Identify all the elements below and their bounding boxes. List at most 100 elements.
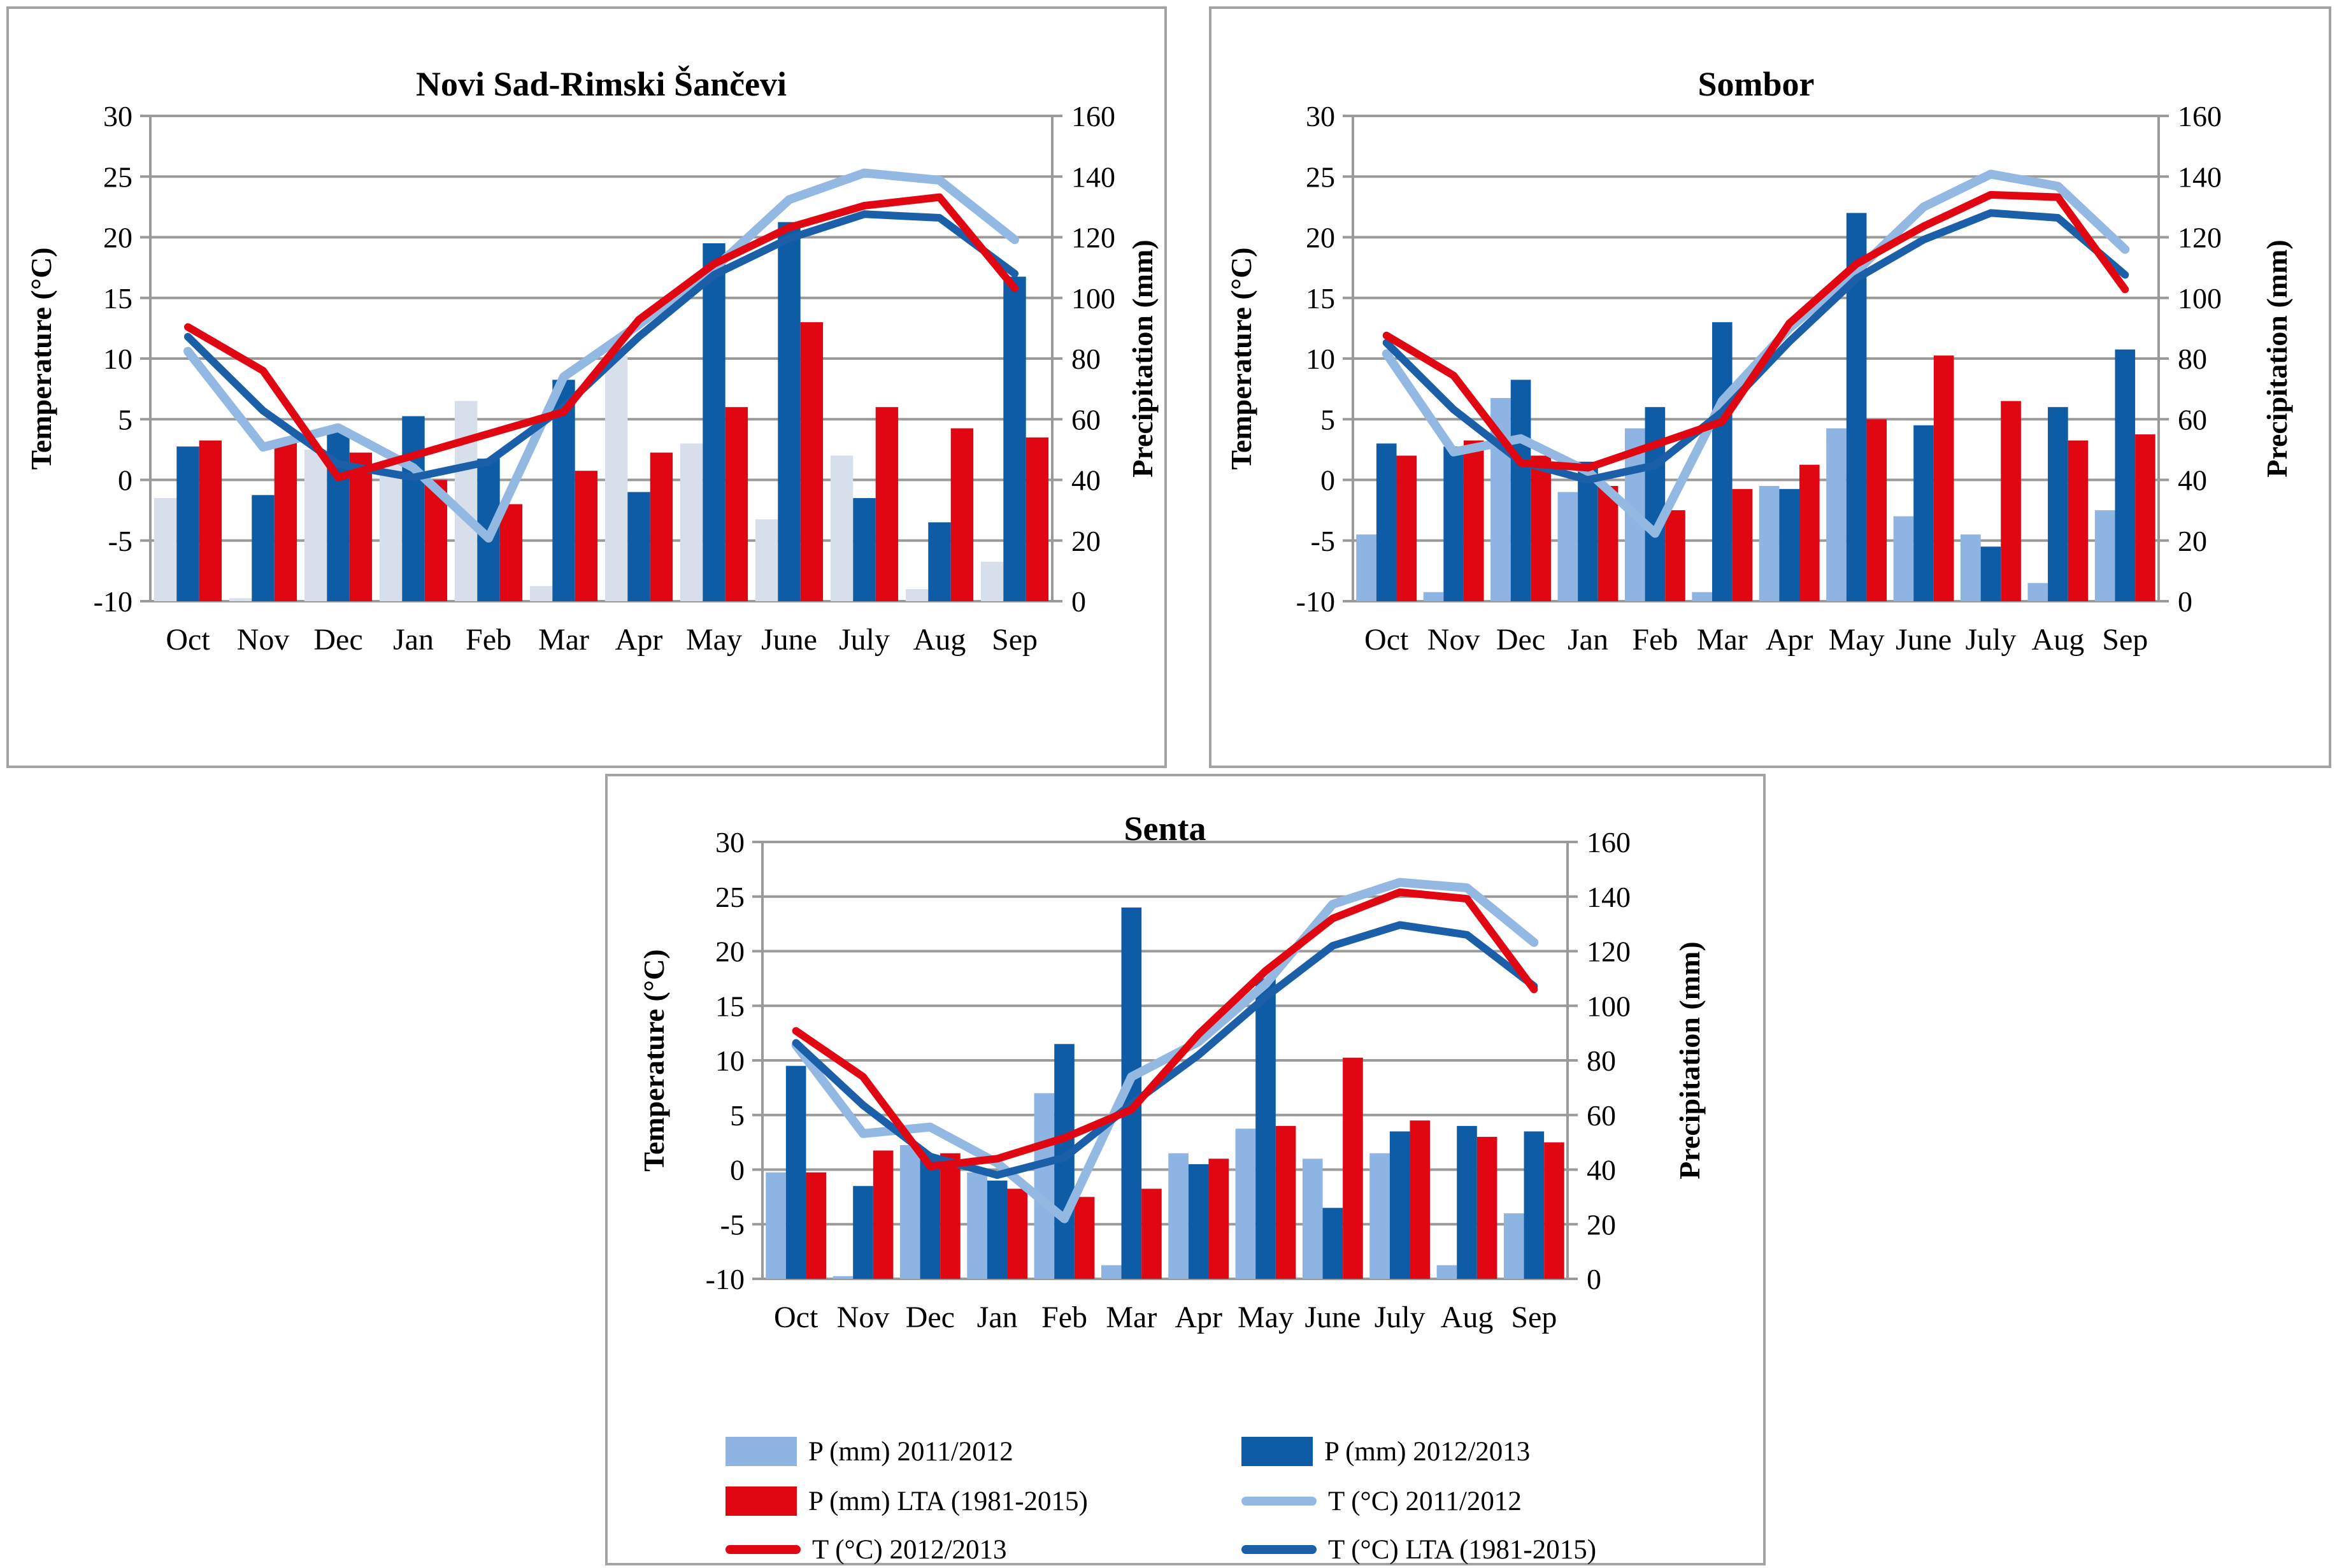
precip-axis-title: Precipitation (mm) [2261, 239, 2293, 477]
precip-bar [853, 1186, 873, 1279]
chart-panel-senta: 30 160 25 140 20 120 15 100 10 80 5 60 0 40 -5 20 -10 0 Oc… [605, 774, 1766, 1565]
precip-bar [2115, 349, 2136, 601]
precip-bar [940, 1153, 961, 1279]
precip-bar [402, 416, 425, 601]
temp-axis-tick-label: -5 [720, 1208, 745, 1241]
temp-axis-tick-label: 25 [103, 160, 132, 193]
chart-svg: 30 160 25 140 20 120 15 100 10 80 5 60 0 40 -5 20 -10 0 Oc… [1225, 65, 2293, 657]
precip-bar [1826, 428, 1847, 601]
temp-line [183, 168, 1019, 543]
legend-item: P (mm) 2011/2012 [725, 1436, 1013, 1467]
month-label: Nov [237, 623, 290, 657]
precip-axis-tick-label: 120 [1587, 936, 1631, 968]
month-label: Feb [466, 623, 511, 657]
temp-axis-tick-label: 0 [1320, 464, 1335, 497]
precip-bar [680, 443, 703, 601]
temp-axis-tick-label: 5 [730, 1099, 745, 1132]
legend-line-swatch-icon [1241, 1545, 1317, 1554]
temp-axis-tick-label: 10 [103, 343, 132, 375]
legend-label: T (°C) 2011/2012 [1328, 1486, 1522, 1516]
precip-axis-tick-label: 100 [2178, 282, 2222, 315]
precip-axis-tick-label: 80 [1071, 343, 1101, 375]
month-label: Dec [1496, 623, 1545, 657]
temp-axis-tick-label: 10 [1306, 343, 1335, 375]
precip-bar [154, 498, 177, 601]
precip-bar [1275, 1125, 1296, 1279]
legend-item: P (mm) LTA (1981-2015) [725, 1486, 1088, 1516]
month-label: Feb [1632, 623, 1678, 657]
precip-bar [575, 471, 598, 601]
month-label: Jan [977, 1301, 1018, 1334]
precip-bar [1557, 492, 1578, 601]
precip-bar [703, 243, 725, 601]
precip-bar [1410, 1120, 1431, 1279]
precip-bar [176, 446, 199, 601]
temp-axis-tick-label: 15 [715, 990, 745, 1022]
precip-bar [2135, 434, 2155, 601]
precip-bar [1961, 534, 1981, 601]
precip-bar [1759, 486, 1780, 601]
month-label: Oct [166, 623, 210, 657]
precip-bar [920, 1156, 941, 1279]
precip-bar [899, 1144, 920, 1279]
month-label: Oct [774, 1301, 818, 1334]
precip-bar [905, 588, 929, 601]
precip-bar [1463, 440, 1484, 601]
precip-bar [1980, 546, 2001, 601]
precip-axis-tick-label: 140 [1587, 881, 1631, 913]
precip-axis-tick-label: 140 [1071, 160, 1115, 193]
precip-bar [1003, 276, 1026, 601]
precip-bar [800, 322, 824, 601]
month-label: Sep [992, 623, 1038, 657]
precip-axis-tick-label: 120 [1071, 222, 1115, 254]
legend-label: P (mm) 2012/2013 [1324, 1436, 1531, 1467]
month-label: Nov [837, 1301, 890, 1334]
precip-bar [875, 407, 899, 601]
chart-panel-novi-sad-rimski-sancevi: 30 160 25 140 20 120 15 100 10 80 5 60 0 40 -5 20 -10 0 Oc… [6, 6, 1167, 768]
precip-bar [2068, 440, 2089, 601]
precip-bar [274, 440, 297, 601]
precip-bar [950, 428, 974, 601]
precip-bar [1188, 1164, 1209, 1279]
precip-bar [1645, 407, 1666, 601]
legend-item: T (°C) LTA (1981-2015) [1241, 1534, 1596, 1565]
temp-axis-tick-label: -5 [1311, 525, 1335, 557]
month-label: July [839, 623, 890, 657]
month-label: Sep [1511, 1301, 1557, 1334]
legend-line-swatch-icon [725, 1545, 801, 1554]
precip-bar [1369, 1153, 1390, 1279]
precip-bar [252, 495, 275, 601]
month-label: May [1829, 623, 1885, 657]
temp-axis-title: Temperature (°C) [25, 247, 57, 469]
precip-bar [1026, 437, 1049, 601]
temp-axis-tick-label: 25 [1306, 160, 1335, 193]
precip-bar [1544, 1142, 1564, 1279]
temp-axis-tick-label: 20 [103, 222, 132, 254]
chart-svg: 30 160 25 140 20 120 15 100 10 80 5 60 0 40 -5 20 -10 0 Oc… [25, 65, 1159, 657]
legend-label: T (°C) 2012/2013 [812, 1534, 1007, 1565]
temp-axis-tick-label: 15 [103, 282, 132, 315]
month-label: Apr [1175, 1301, 1222, 1334]
temp-axis-title: Temperature (°C) [638, 949, 670, 1171]
chart-title: Novi Sad-Rimski Šančevi [416, 65, 787, 103]
precip-bar [1436, 1265, 1457, 1279]
precip-bar [1779, 488, 1800, 601]
chart-title: Sombor [1697, 65, 1814, 103]
month-label: Dec [906, 1301, 955, 1334]
temp-axis-tick-label: 5 [118, 403, 132, 436]
precip-axis-tick-label: 60 [2178, 403, 2207, 436]
precip-bar [967, 1172, 987, 1279]
legend-bar-swatch-icon [725, 1486, 797, 1516]
precip-axis-tick-label: 80 [2178, 343, 2207, 375]
precip-axis-tick-label: 100 [1071, 282, 1115, 315]
precip-bar [1343, 1057, 1363, 1279]
legend-item: T (°C) 2011/2012 [1241, 1486, 1522, 1516]
temp-line [791, 878, 1539, 1223]
precip-bar [1665, 510, 1685, 601]
precip-bar [2048, 407, 2068, 601]
month-label: Aug [1441, 1301, 1494, 1334]
precip-bar [1007, 1188, 1028, 1279]
precip-bar [454, 401, 478, 601]
precip-bar [1503, 1213, 1524, 1279]
precip-bar [1302, 1158, 1323, 1279]
